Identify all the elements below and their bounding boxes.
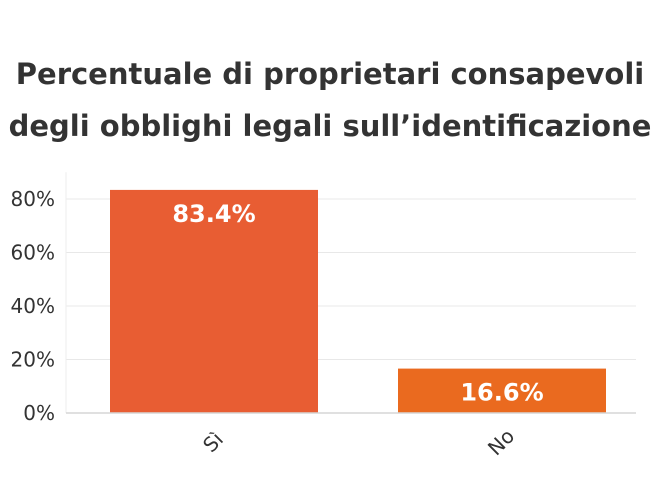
bar-1 — [398, 368, 606, 413]
bar-0 — [110, 189, 318, 413]
data-label: 83.4% — [172, 200, 255, 228]
y-tick-label: 60% — [11, 241, 55, 265]
chart-title-line-2: degli obblighi legali sull’identificazio… — [8, 109, 652, 143]
data-label: 16.6% — [460, 379, 543, 407]
x-tick-label: Sì — [198, 427, 228, 457]
chart-title: Percentuale di proprietari consapevoli d… — [0, 48, 660, 152]
chart-title-line-1: Percentuale di proprietari consapevoli — [15, 57, 645, 91]
y-tick-label: 0% — [23, 401, 55, 425]
y-tick-label: 20% — [11, 348, 55, 372]
x-tick-label: No — [483, 424, 519, 460]
y-tick-label: 80% — [11, 187, 55, 211]
y-tick-label: 40% — [11, 294, 55, 318]
